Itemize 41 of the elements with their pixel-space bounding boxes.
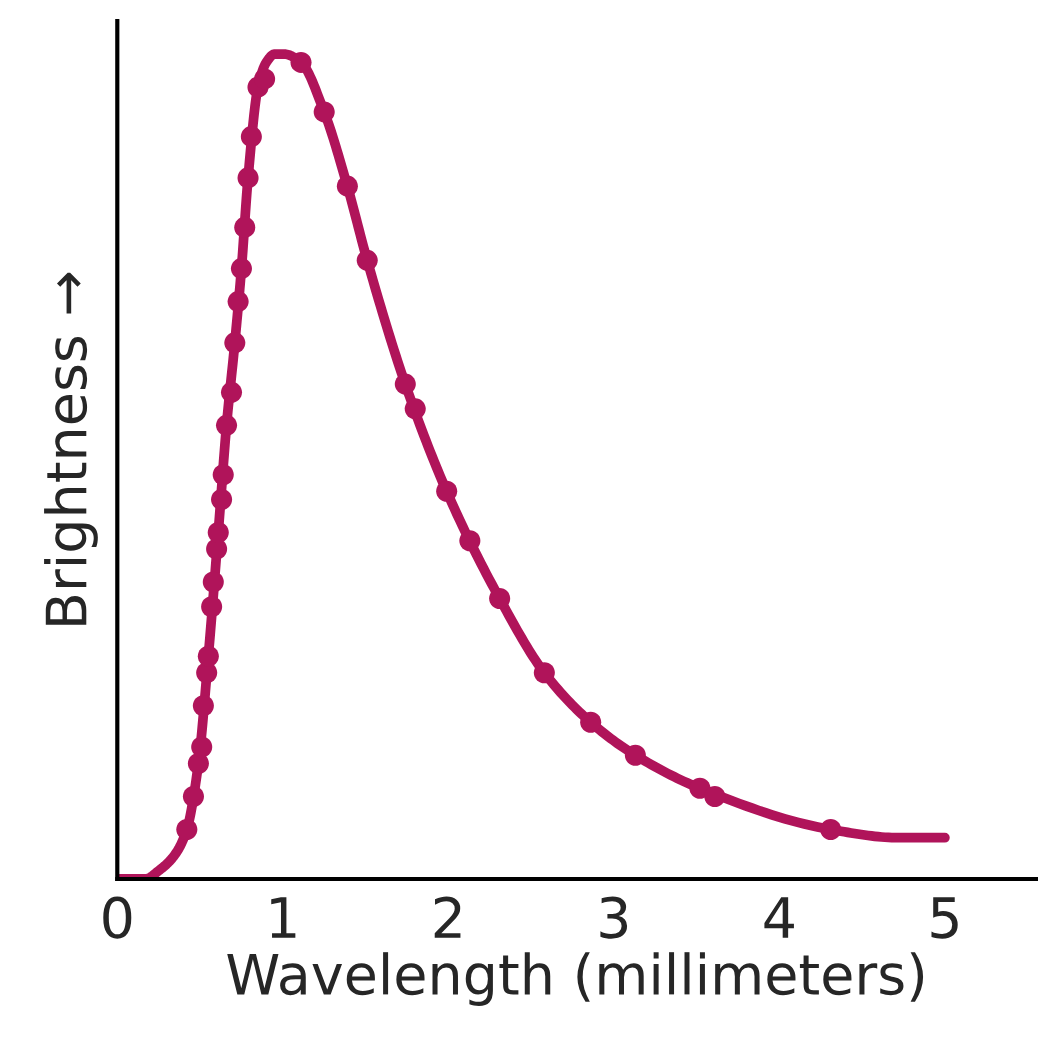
x-tick-label: 4 bbox=[764, 897, 794, 938]
point bbox=[220, 381, 243, 403]
point bbox=[580, 711, 602, 733]
x-tick-label: 0 bbox=[103, 896, 132, 939]
point bbox=[704, 785, 726, 808]
point bbox=[211, 489, 233, 511]
point bbox=[820, 818, 842, 841]
x-tick-label: 3 bbox=[600, 896, 628, 939]
point bbox=[224, 332, 246, 354]
x-axis-title: Wavelength (millimeters) bbox=[227, 952, 924, 1006]
point bbox=[533, 662, 555, 684]
point bbox=[191, 736, 213, 758]
point bbox=[182, 785, 204, 808]
point bbox=[290, 51, 312, 73]
point bbox=[192, 695, 214, 717]
point bbox=[254, 68, 276, 90]
point bbox=[234, 216, 256, 238]
point bbox=[404, 398, 426, 420]
point bbox=[176, 818, 198, 841]
point bbox=[230, 258, 252, 280]
x-tick-label: 1 bbox=[271, 897, 296, 938]
point bbox=[436, 480, 458, 502]
y-axis-title: Brightness → bbox=[44, 272, 98, 625]
point bbox=[489, 588, 511, 610]
point bbox=[356, 249, 378, 271]
point bbox=[201, 596, 223, 618]
point bbox=[216, 414, 238, 436]
point bbox=[212, 464, 234, 486]
point bbox=[227, 291, 249, 313]
point bbox=[459, 530, 481, 552]
point bbox=[313, 101, 335, 123]
point bbox=[240, 126, 262, 148]
point bbox=[336, 175, 358, 197]
point bbox=[624, 744, 646, 766]
point bbox=[202, 571, 224, 593]
point bbox=[207, 522, 229, 544]
x-tick-label: 2 bbox=[434, 896, 461, 938]
x-tick-label: 5 bbox=[931, 897, 958, 939]
point bbox=[197, 645, 219, 667]
point bbox=[394, 373, 416, 395]
point bbox=[237, 167, 259, 189]
